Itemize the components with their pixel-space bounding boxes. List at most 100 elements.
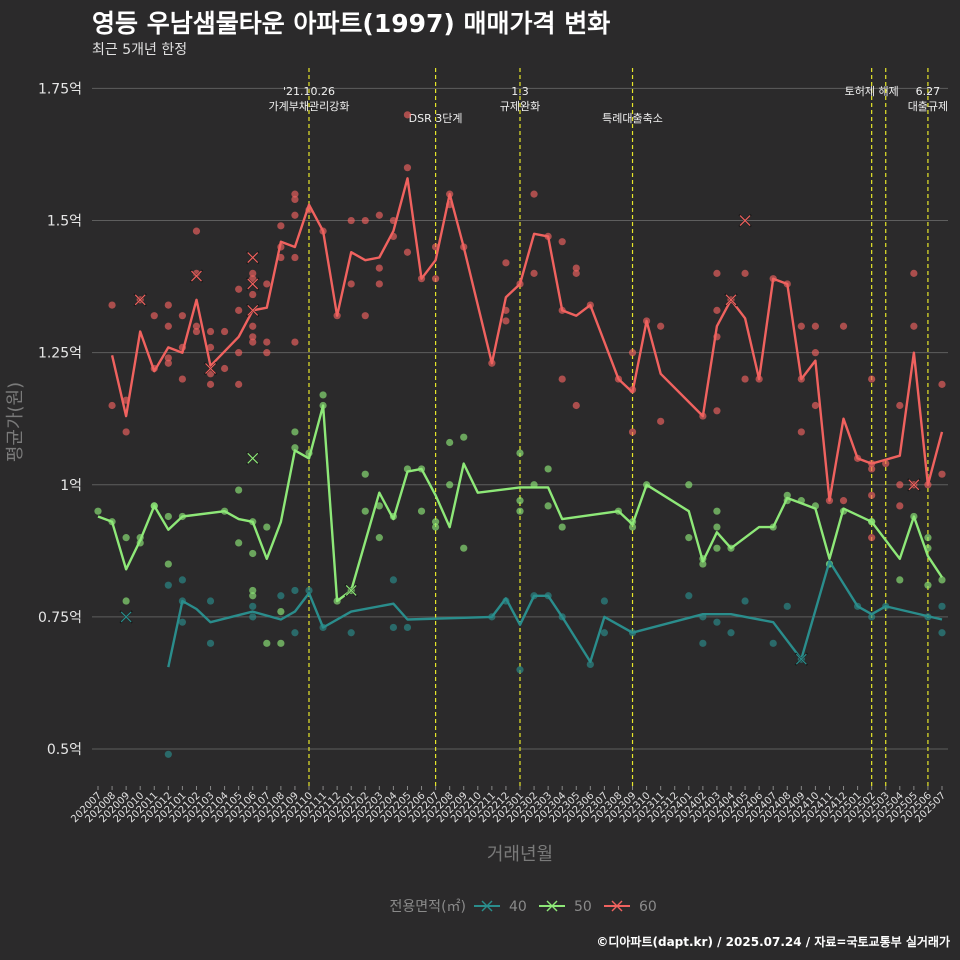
legend-label: 50 (574, 899, 592, 915)
data-point-40 (305, 586, 313, 595)
data-point-60 (811, 349, 820, 357)
data-point-60 (558, 238, 566, 246)
data-point-50 (938, 576, 946, 584)
event-label: 토허제 해제 (845, 84, 899, 98)
data-point-60 (164, 354, 172, 362)
data-point-50 (558, 523, 566, 531)
data-point-40 (389, 576, 397, 584)
cross-stroke (247, 278, 259, 290)
data-point-50 (516, 449, 524, 457)
data-point-60 (192, 322, 201, 330)
data-point-40 (516, 666, 524, 674)
data-point-60 (403, 111, 412, 119)
cross-stroke (345, 585, 357, 596)
cross-marker-60 (246, 250, 260, 265)
cross-marker-60 (738, 213, 752, 228)
y-tick-label: 0.75억 (38, 610, 82, 626)
data-point-40 (206, 639, 215, 647)
data-point-40 (783, 602, 791, 610)
data-point-40 (164, 581, 172, 589)
data-point-60 (249, 333, 257, 341)
data-point-50 (164, 560, 172, 568)
legend-title: 전용면적(㎡) (390, 899, 466, 915)
data-point-60 (375, 211, 383, 219)
data-point-60 (896, 401, 904, 410)
data-point-50 (277, 608, 285, 616)
data-point-60 (192, 227, 201, 235)
event-label: 특례대출축소 (602, 112, 663, 125)
data-point-60 (938, 470, 946, 478)
data-point-40 (403, 623, 412, 632)
cross-stroke (247, 252, 259, 263)
y-tick-label: 1억 (60, 478, 82, 494)
cross-stroke (725, 294, 737, 306)
data-point-50 (699, 560, 707, 568)
data-point-60 (249, 322, 257, 330)
data-point-50 (713, 523, 721, 531)
data-point-50 (361, 470, 369, 478)
data-point-50 (924, 581, 932, 589)
legend-label: 60 (639, 899, 657, 915)
data-point-40 (685, 592, 693, 600)
data-point-60 (108, 301, 116, 309)
data-point-60 (403, 164, 412, 172)
legend: 전용면적(㎡) 40 50 60 (390, 899, 657, 915)
data-point-60 (502, 317, 510, 325)
data-point-60 (896, 481, 904, 489)
data-point-40 (277, 592, 285, 600)
data-point-60 (235, 380, 243, 388)
data-point-50 (417, 507, 426, 515)
data-point-40 (206, 597, 215, 605)
data-point-60 (291, 195, 299, 204)
data-point-50 (291, 428, 299, 436)
event-label: 1.3 규제완화 (500, 85, 540, 113)
data-point-50 (460, 433, 468, 441)
data-point-50 (263, 523, 271, 531)
cross-marker-60 (203, 361, 218, 376)
data-point-40 (713, 618, 721, 626)
cross-stroke (120, 611, 132, 623)
data-point-60 (108, 401, 116, 410)
data-point-60 (657, 322, 665, 330)
data-point-50 (249, 549, 257, 558)
data-point-60 (235, 349, 243, 357)
y-tick-label: 1.75억 (38, 81, 82, 97)
data-point-60 (811, 322, 820, 330)
data-point-40 (249, 613, 257, 621)
y-tick-label: 1.5억 (47, 214, 82, 230)
series-line-40 (167, 560, 943, 668)
data-point-50 (291, 444, 299, 452)
data-point-50 (249, 586, 257, 595)
data-point-60 (530, 269, 538, 277)
data-point-60 (263, 349, 271, 357)
data-point-50 (516, 497, 524, 505)
data-point-60 (797, 322, 805, 330)
data-point-60 (249, 269, 257, 277)
data-point-40 (291, 586, 299, 595)
series-lines (97, 177, 944, 668)
data-point-50 (122, 597, 130, 605)
cross-stroke (795, 653, 807, 665)
data-point-50 (460, 544, 468, 552)
cross-marker-60 (907, 478, 921, 492)
data-point-60 (839, 497, 848, 505)
x-axis: 2020072020082020092020102020112020122021… (69, 786, 948, 825)
data-point-60 (938, 380, 946, 388)
data-point-60 (502, 259, 510, 267)
data-point-60 (628, 428, 637, 436)
data-point-60 (868, 534, 876, 542)
data-point-60 (839, 322, 848, 330)
data-point-60 (206, 327, 215, 336)
cross-marker-50 (344, 583, 358, 598)
data-point-50 (544, 465, 552, 473)
data-point-40 (600, 597, 609, 605)
data-point-60 (291, 211, 299, 219)
data-point-60 (263, 280, 271, 288)
data-point-60 (530, 190, 538, 198)
legend-item-40: 40 (474, 899, 527, 915)
source-caption: ©디아파트(dapt.kr) / 2025.07.24 / 자료=국토교통부 실… (596, 935, 950, 949)
data-point-60 (868, 375, 876, 383)
data-point-50 (263, 639, 271, 647)
data-point-60 (375, 280, 383, 288)
data-point-60 (178, 312, 186, 320)
